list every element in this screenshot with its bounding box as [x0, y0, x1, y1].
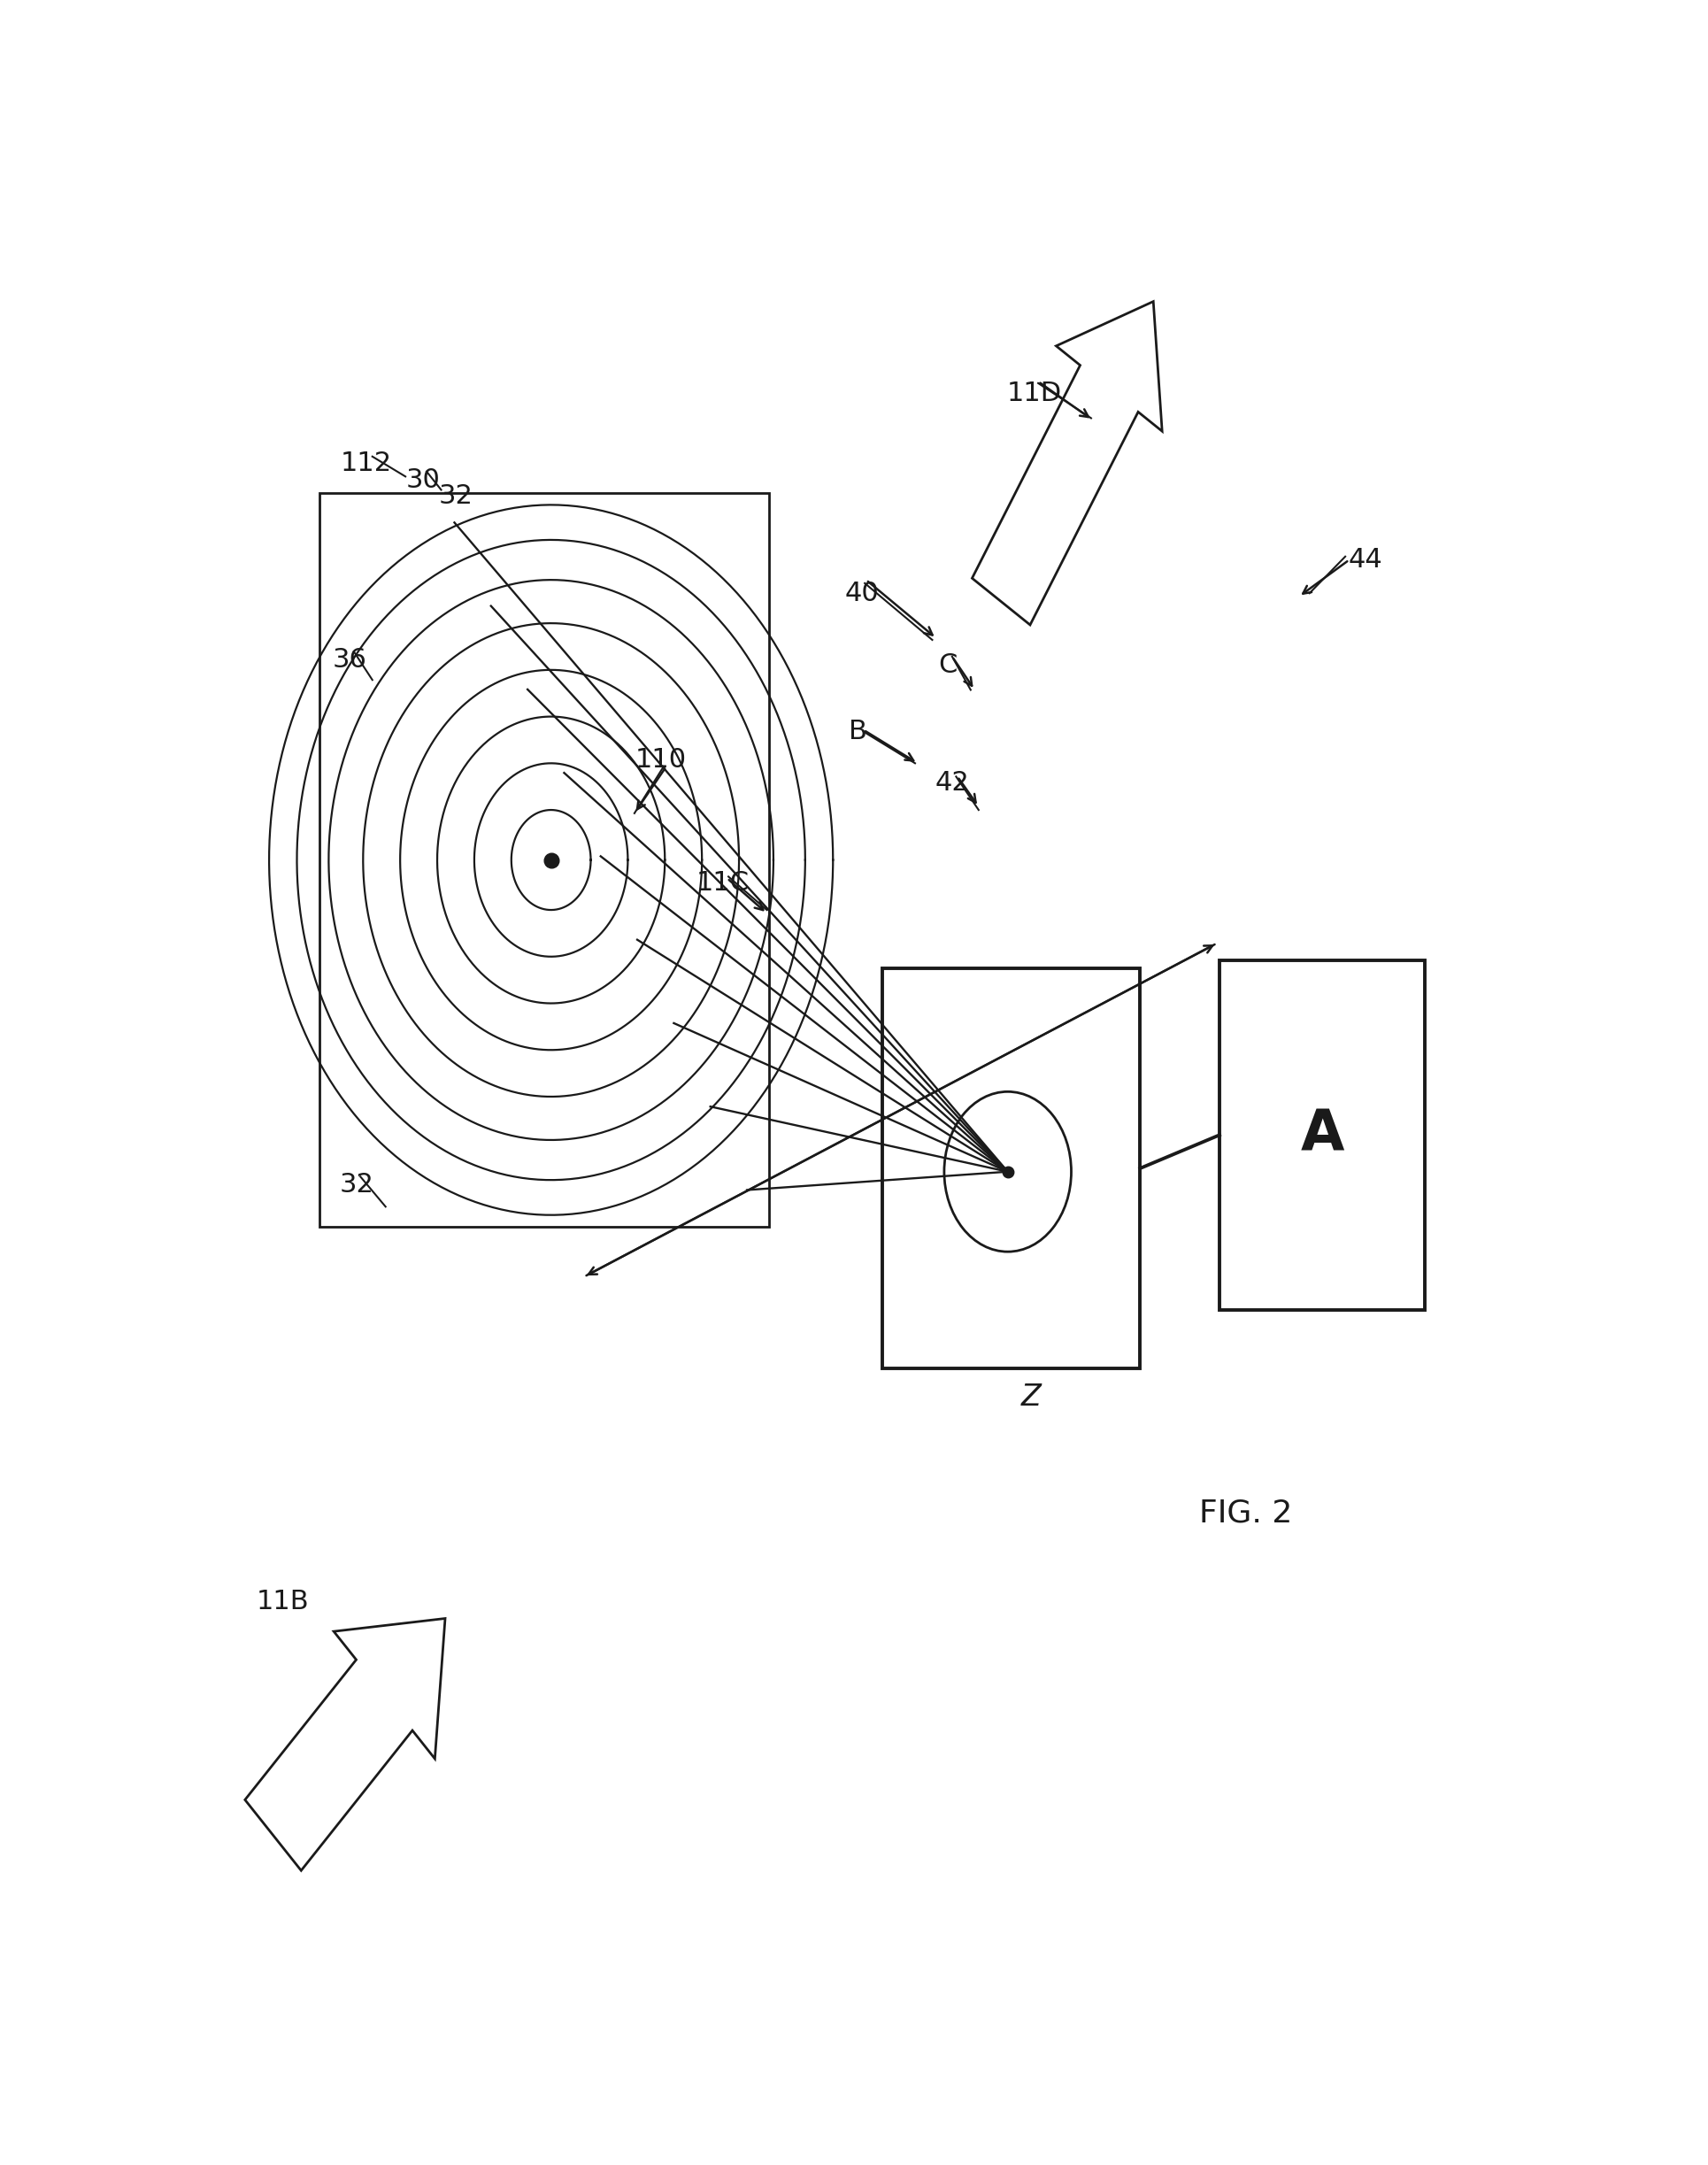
- Text: 110: 110: [635, 747, 687, 773]
- Bar: [881, 968, 1139, 1368]
- Text: A: A: [1300, 1108, 1344, 1163]
- Text: 36: 36: [333, 647, 367, 673]
- Text: 42: 42: [934, 771, 968, 797]
- Text: 40: 40: [845, 580, 880, 606]
- Text: C: C: [939, 652, 958, 678]
- Text: 11C: 11C: [697, 870, 750, 896]
- Bar: [319, 494, 769, 1228]
- Text: FIG. 2: FIG. 2: [1199, 1498, 1293, 1528]
- Circle shape: [945, 1091, 1071, 1251]
- Text: 44: 44: [1348, 548, 1382, 574]
- Text: 32: 32: [439, 483, 473, 509]
- Bar: [1220, 959, 1424, 1310]
- Text: B: B: [849, 719, 868, 745]
- Text: 11D: 11D: [1006, 381, 1062, 407]
- Text: Z: Z: [1021, 1381, 1042, 1412]
- Text: 30: 30: [405, 468, 441, 494]
- Text: 112: 112: [340, 450, 391, 476]
- Text: 11B: 11B: [256, 1589, 309, 1615]
- Text: 32: 32: [340, 1171, 374, 1197]
